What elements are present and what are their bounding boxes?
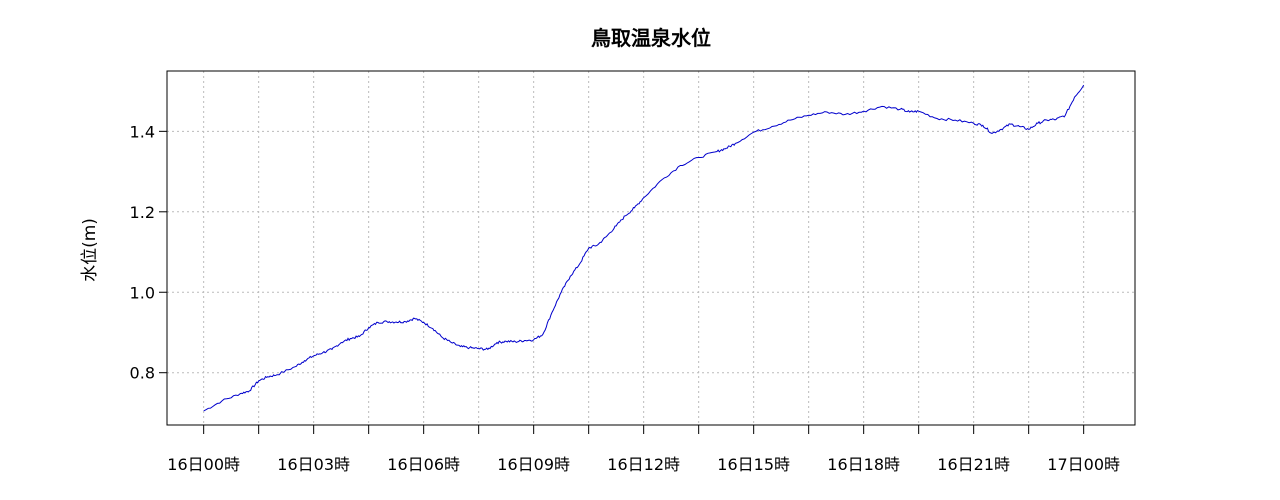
x-tick-label: 16日12時 — [607, 455, 680, 474]
y-tick-label: 1.0 — [130, 283, 155, 302]
x-tick-label: 16日00時 — [167, 455, 240, 474]
y-tick-label: 1.4 — [130, 122, 155, 141]
x-tick-label: 16日03時 — [277, 455, 350, 474]
chart-title: 鳥取温泉水位 — [591, 26, 711, 50]
y-tick-label: 1.2 — [130, 203, 155, 222]
y-tick-label: 0.8 — [130, 364, 155, 383]
x-tick-label: 16日09時 — [497, 455, 570, 474]
x-tick-label: 16日06時 — [387, 455, 460, 474]
water-level-line — [203, 84, 1085, 412]
x-tick-label: 17日00時 — [1047, 455, 1120, 474]
x-axis: 16日00時 16日03時 16日06時 16日09時 16日12時 16日15時 16日1… — [167, 425, 1120, 474]
x-tick-label: 16日21時 — [937, 455, 1010, 474]
y-axis-label: 水位(m) — [80, 218, 100, 282]
x-tick-label: 16日18時 — [827, 455, 900, 474]
y-axis: 0.8 1.0 1.2 1.4 — [130, 122, 167, 383]
series-group — [203, 84, 1085, 412]
plot-frame — [166, 70, 1136, 426]
x-tick-label: 16日15時 — [717, 455, 790, 474]
grid — [167, 71, 1135, 425]
